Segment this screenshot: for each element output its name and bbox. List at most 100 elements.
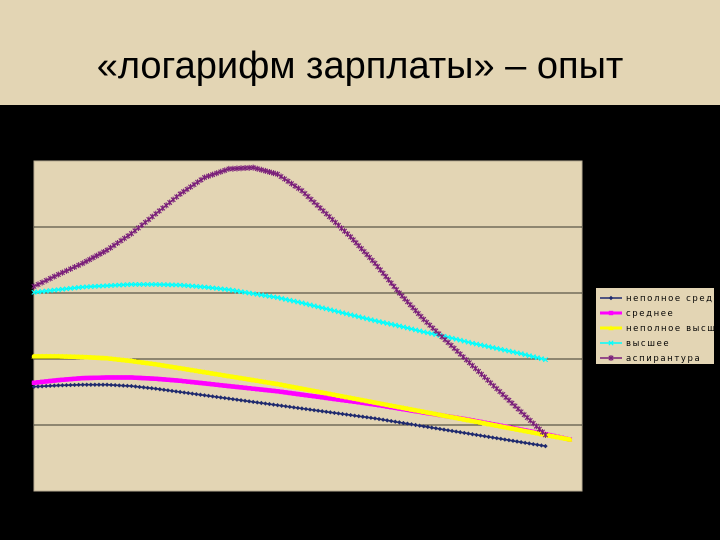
series-5-point-71 — [295, 185, 302, 192]
series-3-point-76 — [339, 393, 346, 399]
series-3-point-54 — [250, 377, 256, 383]
series-3-point-93 — [408, 406, 415, 412]
series-1-point-64 — [291, 405, 296, 410]
series-1-point-57 — [263, 401, 268, 406]
series-2-point-5 — [52, 378, 57, 383]
series-3-point-119 — [514, 426, 520, 432]
series-3-point-116 — [502, 424, 508, 430]
series-4-point-4 — [47, 287, 53, 294]
series-4-point-14 — [88, 284, 94, 290]
series-2-point-3 — [43, 379, 49, 384]
series-3-point-19 — [108, 355, 114, 361]
legend-marker-3 — [608, 325, 614, 331]
series-3-point-56 — [258, 378, 264, 384]
series-3-point-14 — [88, 354, 94, 360]
series-1-point-51 — [238, 398, 244, 403]
series-2-point-33 — [165, 377, 171, 382]
series-2-point-22 — [121, 375, 126, 380]
series-3-point-60 — [274, 381, 281, 387]
series-3-point-104 — [453, 415, 459, 421]
series-1-point-76 — [340, 411, 345, 417]
series-1-point-111 — [482, 434, 487, 439]
series-4-point-85 — [376, 319, 382, 325]
series-3-point-62 — [283, 382, 289, 388]
series-1-point-72 — [324, 409, 329, 414]
series-1-point-20 — [112, 382, 118, 388]
series-3-point-33 — [165, 363, 171, 369]
series-5-point-49 — [210, 171, 216, 178]
series-5-point-59 — [250, 164, 256, 171]
series-3-point-6 — [55, 353, 61, 359]
series-4-point-125 — [538, 356, 544, 362]
series-1-point-107 — [466, 431, 471, 436]
series-5-point-63 — [266, 169, 273, 175]
series-2-point-29 — [149, 376, 154, 381]
series-3-point-42 — [201, 369, 208, 375]
plot-area — [33, 160, 583, 492]
series-3-point-74 — [331, 392, 337, 398]
series-5-point-40 — [177, 191, 183, 197]
series-3-point-57 — [262, 379, 268, 385]
series-4-point-116 — [502, 347, 508, 353]
series-1-point-98 — [429, 425, 435, 430]
series-2-point-72 — [324, 395, 329, 401]
series-3-point-48 — [226, 373, 232, 379]
series-4-point-91 — [400, 324, 406, 330]
series-1-point-13 — [84, 382, 89, 387]
series-3 — [31, 353, 573, 442]
series-3-point-114 — [494, 422, 500, 428]
series-4-point-50 — [234, 288, 240, 294]
series-2-point-76 — [340, 397, 345, 403]
series-1-point-35 — [173, 389, 179, 394]
series-2-point-74 — [332, 396, 337, 402]
series-1-point-4 — [48, 383, 53, 389]
series-2-point-39 — [190, 379, 195, 385]
series-1-point-3 — [43, 383, 49, 389]
series-4-point-107 — [465, 339, 471, 345]
series-4-point-33 — [165, 282, 171, 288]
series-4-point-15 — [92, 283, 98, 289]
series-1-point-90 — [397, 420, 402, 425]
series-3-point-67 — [303, 386, 309, 392]
series-4-point-54 — [250, 291, 256, 297]
series-1-point-84 — [372, 416, 378, 421]
series-1-point-10 — [72, 382, 77, 388]
series-3-point-51 — [238, 375, 244, 381]
series-1-point-29 — [149, 386, 154, 391]
series-5 — [31, 164, 549, 438]
series-3-point-63 — [287, 383, 293, 389]
series-2-point-57 — [263, 387, 268, 393]
series-2-point-64 — [291, 391, 296, 396]
series-1-point-116 — [502, 437, 508, 442]
series-2-point-49 — [230, 384, 236, 389]
series-4-point-52 — [242, 289, 248, 295]
series-3-point-4 — [47, 353, 53, 359]
series-4-point-103 — [449, 335, 455, 341]
series-4-point-77 — [343, 311, 350, 317]
series-3-point-125 — [538, 431, 545, 437]
series-4-point-105 — [457, 337, 463, 343]
series-3-point-120 — [518, 427, 524, 433]
series-3-point-36 — [177, 365, 183, 371]
series-layer — [31, 164, 573, 449]
series-3-point-32 — [161, 362, 167, 368]
series-4-point-6 — [55, 287, 61, 293]
series-3-point-23 — [124, 357, 130, 363]
series-4-point-34 — [169, 282, 175, 288]
series-5-point-18 — [100, 248, 107, 255]
series-1-point-75 — [336, 411, 341, 416]
series-5-point-20 — [107, 244, 114, 251]
series-4-point-109 — [473, 341, 480, 347]
series-2-point-2 — [39, 379, 45, 385]
series-2-point-82 — [364, 401, 370, 406]
series-5-point-19 — [104, 247, 110, 254]
series-4-point-26 — [136, 281, 143, 288]
series-1-point-88 — [389, 418, 394, 424]
legend-label-2: среднее — [626, 309, 674, 319]
series-3-point-30 — [153, 361, 159, 367]
series-1-point-67 — [303, 406, 309, 412]
series-3-point-101 — [441, 412, 447, 418]
series-4-point-73 — [327, 307, 333, 313]
series-1-point-115 — [498, 436, 504, 442]
series-2-point-21 — [117, 375, 122, 380]
